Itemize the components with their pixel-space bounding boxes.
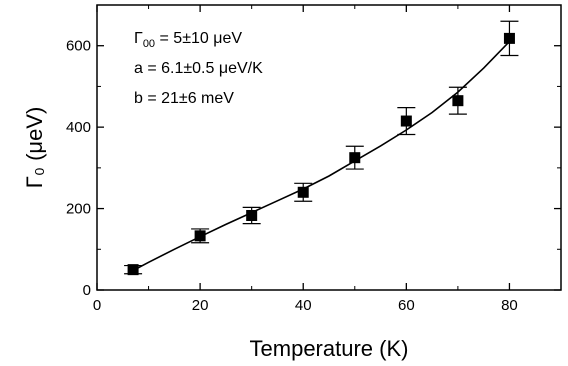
x-tick-label: 20 <box>192 297 209 314</box>
y-axis-title: Γ₀ (μeV) <box>22 107 47 189</box>
x-tick-label: 0 <box>93 297 101 314</box>
annotation-line: a = 6.1±0.5 μeV/K <box>134 60 263 77</box>
annotation-line: Γ00 = 5±10 μeV <box>134 30 242 50</box>
data-point <box>349 152 360 163</box>
y-tick-label: 600 <box>66 38 91 55</box>
data-point <box>128 264 139 275</box>
x-tick-label: 60 <box>398 297 415 314</box>
data-point <box>246 210 257 221</box>
plot-area: 0 20 40 60 80 0 200 400 600 <box>66 5 561 314</box>
x-tick-label: 80 <box>501 297 518 314</box>
y-tick-label: 0 <box>83 282 91 299</box>
data-point <box>298 187 309 198</box>
data-point <box>504 33 515 44</box>
annotation-line: b = 21±6 meV <box>134 90 234 107</box>
y-tick-label: 400 <box>66 119 91 136</box>
data-point <box>452 95 463 106</box>
data-point <box>195 230 206 241</box>
y-tick-label: 200 <box>66 201 91 218</box>
plot-frame <box>97 5 561 290</box>
x-tick-label: 40 <box>295 297 312 314</box>
x-axis-title: Temperature (K) <box>250 336 409 361</box>
annotation-block: Γ00 = 5±10 μeV a = 6.1±0.5 μeV/K b = 21±6 … <box>134 30 263 107</box>
data-point <box>401 116 412 127</box>
